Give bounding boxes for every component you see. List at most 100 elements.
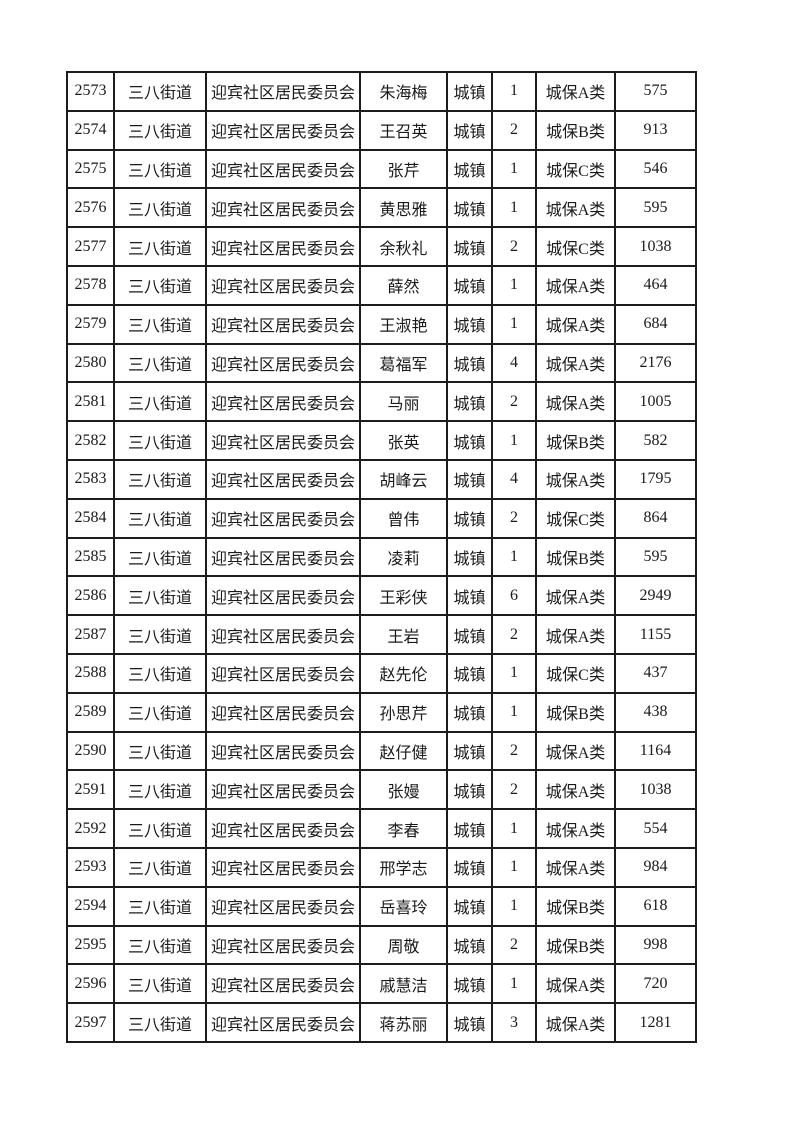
cell-insurance-category: 城保A类: [535, 963, 616, 1005]
cell-name: 岳喜玲: [359, 885, 448, 927]
cell-household-type: 城镇: [446, 420, 493, 461]
cell-name: 曾伟: [359, 497, 448, 539]
cell-name: 张英: [359, 420, 448, 461]
cell-household-type: 城镇: [446, 808, 493, 849]
cell-committee: 迎宾社区居民委员会: [205, 652, 361, 694]
cell-street: 三八街道: [113, 614, 207, 655]
cell-person-count: 2: [491, 730, 537, 772]
cell-committee: 迎宾社区居民委员会: [205, 71, 361, 112]
cell-serial-number: 2588: [66, 652, 115, 694]
cell-name: 孙思芹: [359, 691, 448, 733]
table-row: 2589 三八街道 迎宾社区居民委员会 孙思芹 城镇 1 城保B类 438: [66, 691, 697, 733]
cell-insurance-category: 城保B类: [535, 536, 616, 578]
cell-household-type: 城镇: [446, 497, 493, 539]
cell-household-type: 城镇: [446, 769, 493, 811]
cell-committee: 迎宾社区居民委员会: [205, 808, 361, 849]
cell-household-type: 城镇: [446, 71, 493, 112]
cell-committee: 迎宾社区居民委员会: [205, 381, 361, 423]
cell-amount: 437: [614, 652, 697, 694]
cell-amount: 998: [614, 924, 697, 966]
cell-household-type: 城镇: [446, 846, 493, 888]
cell-amount: 1155: [614, 614, 697, 655]
cell-amount: 1005: [614, 381, 697, 423]
cell-person-count: 1: [491, 303, 537, 345]
cell-person-count: 2: [491, 769, 537, 811]
table-row: 2581 三八街道 迎宾社区居民委员会 马丽 城镇 2 城保A类 1005: [66, 381, 697, 423]
cell-person-count: 2: [491, 381, 537, 423]
cell-street: 三八街道: [113, 808, 207, 849]
table-row: 2592 三八街道 迎宾社区居民委员会 李春 城镇 1 城保A类 554: [66, 808, 697, 849]
cell-serial-number: 2586: [66, 575, 115, 617]
table-row: 2574 三八街道 迎宾社区居民委员会 王召英 城镇 2 城保B类 913: [66, 109, 697, 151]
cell-name: 王召英: [359, 109, 448, 151]
cell-insurance-category: 城保A类: [535, 769, 616, 811]
cell-amount: 1164: [614, 730, 697, 772]
cell-street: 三八街道: [113, 963, 207, 1005]
cell-household-type: 城镇: [446, 458, 493, 500]
cell-household-type: 城镇: [446, 148, 493, 190]
cell-amount: 618: [614, 885, 697, 927]
table-row: 2593 三八街道 迎宾社区居民委员会 邢学志 城镇 1 城保A类 984: [66, 846, 697, 888]
cell-street: 三八街道: [113, 691, 207, 733]
table-row: 2591 三八街道 迎宾社区居民委员会 张嫚 城镇 2 城保A类 1038: [66, 769, 697, 811]
cell-serial-number: 2594: [66, 885, 115, 927]
cell-household-type: 城镇: [446, 691, 493, 733]
table-row: 2585 三八街道 迎宾社区居民委员会 凌莉 城镇 1 城保B类 595: [66, 536, 697, 578]
cell-street: 三八街道: [113, 264, 207, 306]
cell-amount: 1795: [614, 458, 697, 500]
cell-amount: 913: [614, 109, 697, 151]
cell-amount: 554: [614, 808, 697, 849]
cell-serial-number: 2591: [66, 769, 115, 811]
cell-name: 蒋苏丽: [359, 1002, 448, 1043]
cell-committee: 迎宾社区居民委员会: [205, 536, 361, 578]
cell-insurance-category: 城保B类: [535, 420, 616, 461]
cell-household-type: 城镇: [446, 342, 493, 384]
cell-name: 戚慧洁: [359, 963, 448, 1005]
cell-committee: 迎宾社区居民委员会: [205, 420, 361, 461]
cell-amount: 1038: [614, 226, 697, 267]
cell-committee: 迎宾社区居民委员会: [205, 497, 361, 539]
cell-person-count: 1: [491, 148, 537, 190]
cell-person-count: 3: [491, 1002, 537, 1043]
cell-insurance-category: 城保C类: [535, 652, 616, 694]
cell-amount: 720: [614, 963, 697, 1005]
cell-insurance-category: 城保A类: [535, 187, 616, 229]
cell-committee: 迎宾社区居民委员会: [205, 963, 361, 1005]
cell-amount: 864: [614, 497, 697, 539]
table-row: 2595 三八街道 迎宾社区居民委员会 周敬 城镇 2 城保B类 998: [66, 924, 697, 966]
cell-insurance-category: 城保A类: [535, 730, 616, 772]
cell-household-type: 城镇: [446, 575, 493, 617]
cell-name: 余秋礼: [359, 226, 448, 267]
cell-serial-number: 2587: [66, 614, 115, 655]
cell-committee: 迎宾社区居民委员会: [205, 691, 361, 733]
cell-amount: 595: [614, 187, 697, 229]
cell-person-count: 1: [491, 536, 537, 578]
cell-insurance-category: 城保A类: [535, 846, 616, 888]
cell-household-type: 城镇: [446, 730, 493, 772]
cell-serial-number: 2574: [66, 109, 115, 151]
cell-street: 三八街道: [113, 769, 207, 811]
cell-amount: 1281: [614, 1002, 697, 1043]
cell-insurance-category: 城保A类: [535, 71, 616, 112]
cell-serial-number: 2575: [66, 148, 115, 190]
cell-committee: 迎宾社区居民委员会: [205, 303, 361, 345]
table-row: 2578 三八街道 迎宾社区居民委员会 薛然 城镇 1 城保A类 464: [66, 264, 697, 306]
cell-insurance-category: 城保A类: [535, 808, 616, 849]
cell-street: 三八街道: [113, 575, 207, 617]
cell-person-count: 1: [491, 963, 537, 1005]
cell-serial-number: 2581: [66, 381, 115, 423]
cell-committee: 迎宾社区居民委员会: [205, 342, 361, 384]
cell-street: 三八街道: [113, 846, 207, 888]
cell-street: 三八街道: [113, 885, 207, 927]
cell-insurance-category: 城保A类: [535, 458, 616, 500]
cell-serial-number: 2596: [66, 963, 115, 1005]
cell-serial-number: 2573: [66, 71, 115, 112]
table-row: 2583 三八街道 迎宾社区居民委员会 胡峰云 城镇 4 城保A类 1795: [66, 458, 697, 500]
cell-name: 赵仔健: [359, 730, 448, 772]
cell-serial-number: 2589: [66, 691, 115, 733]
cell-committee: 迎宾社区居民委员会: [205, 730, 361, 772]
cell-name: 朱海梅: [359, 71, 448, 112]
cell-amount: 438: [614, 691, 697, 733]
cell-serial-number: 2578: [66, 264, 115, 306]
cell-insurance-category: 城保B类: [535, 109, 616, 151]
